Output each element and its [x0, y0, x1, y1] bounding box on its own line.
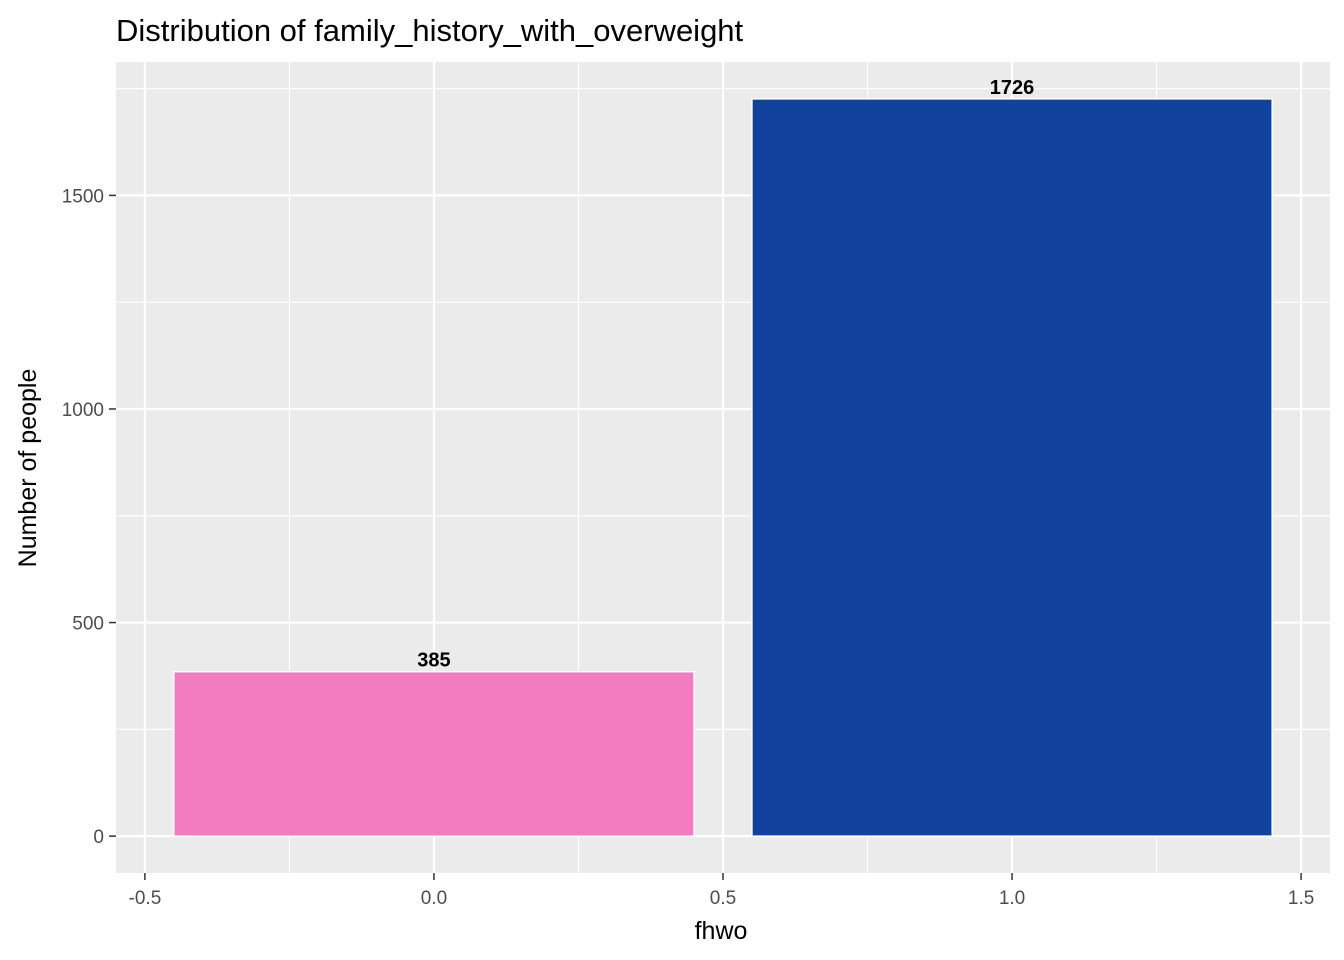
- y-tick-label: 500: [72, 614, 104, 635]
- bars: [173, 98, 1273, 837]
- y-axis-ticks: 0 500 1000 1500: [62, 186, 116, 848]
- x-tick-label: 0.5: [710, 888, 736, 909]
- x-tick-label: 1.5: [1288, 888, 1314, 909]
- y-tick-label: 0: [93, 827, 104, 848]
- bar-data-labels: 385 1726: [417, 77, 1034, 672]
- x-tick-label: 1.0: [999, 888, 1025, 909]
- y-tick-label: 1500: [62, 186, 104, 207]
- x-tick-label: 0.0: [421, 888, 447, 909]
- y-tick-label: 1000: [62, 400, 104, 421]
- bar-0: [173, 670, 695, 837]
- x-axis-title: fhwo: [695, 917, 748, 945]
- chart-title: Distribution of family_history_with_over…: [116, 13, 744, 48]
- x-tick-label: -0.5: [129, 888, 162, 909]
- bar-value-label-1: 1726: [990, 77, 1035, 99]
- y-axis-title: Number of people: [14, 369, 42, 568]
- bar-value-label-0: 385: [417, 650, 450, 672]
- bar-1: [751, 98, 1273, 837]
- x-axis-ticks: -0.5 0.0 0.5 1.0 1.5: [129, 873, 1314, 909]
